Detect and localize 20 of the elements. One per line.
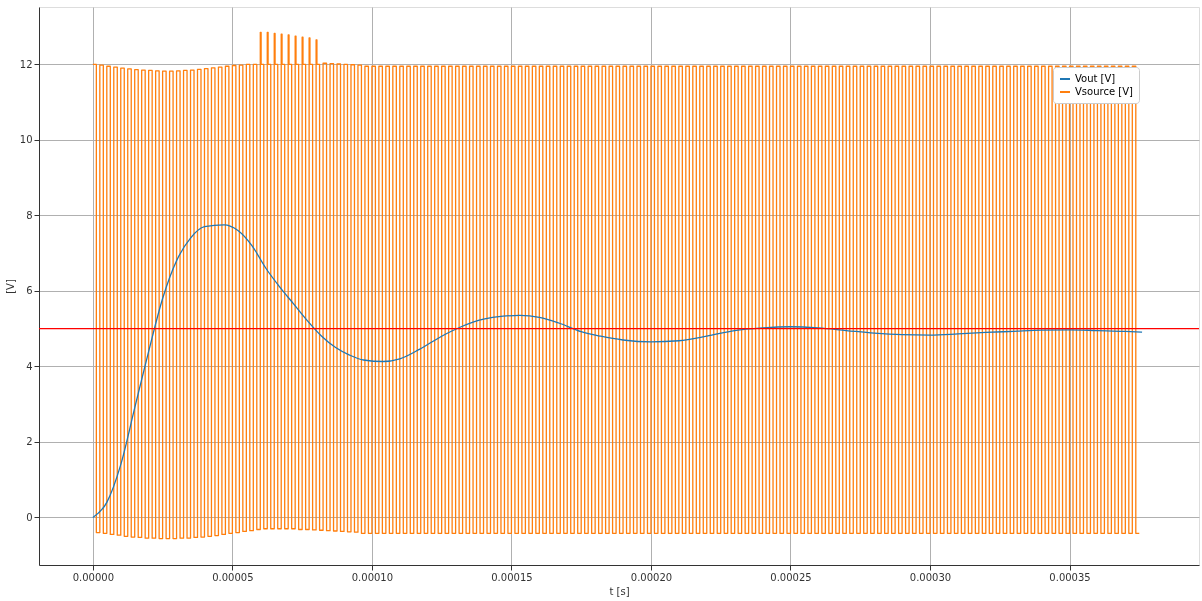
x-tick-label: 0.00010 <box>351 571 394 583</box>
legend-label: Vsource [V] <box>1075 86 1133 97</box>
x-tick-label: 0.00030 <box>909 571 952 583</box>
y-tick-label: 8 <box>26 209 33 221</box>
x-tick-label: 0.00005 <box>212 571 254 583</box>
x-tick-label: 0.00025 <box>770 571 812 583</box>
y-tick-label: 4 <box>26 360 33 372</box>
y-tick-label: 6 <box>26 285 33 297</box>
y-tick-label: 2 <box>26 436 33 448</box>
x-tick-label: 0.00020 <box>630 571 673 583</box>
y-axis-title: [V] <box>4 279 16 294</box>
x-tick-label: 0.00035 <box>1049 571 1091 583</box>
legend-label: Vout [V] <box>1075 73 1116 84</box>
line-series <box>92 224 1143 519</box>
y-tick-label: 10 <box>19 134 33 146</box>
x-tick-label: 0.00000 <box>72 571 115 583</box>
y-tick-label: 0 <box>26 511 33 523</box>
x-axis-title: t [s] <box>609 585 630 597</box>
x-tick-label: 0.00015 <box>491 571 533 583</box>
y-tick-label: 12 <box>19 58 33 70</box>
